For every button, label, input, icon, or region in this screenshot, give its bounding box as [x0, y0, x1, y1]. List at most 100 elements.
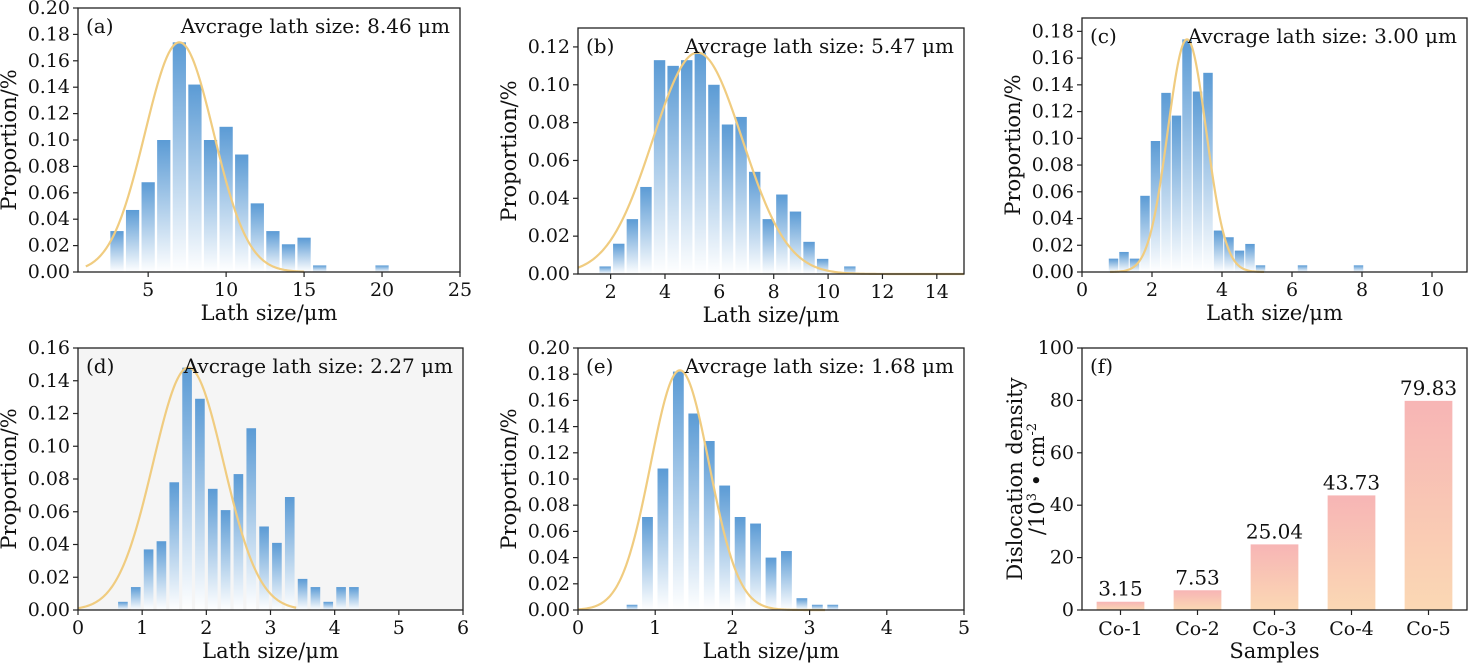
bar [207, 488, 218, 610]
x-tick-label: 15 [292, 279, 316, 301]
x-axis-label: Samples [1229, 639, 1319, 663]
bar [233, 474, 244, 610]
y-tick-label: 0.02 [528, 225, 570, 247]
x-tick-label: 10 [1420, 279, 1444, 301]
bar [789, 211, 802, 274]
bar [844, 266, 856, 274]
x-tick-label: 2 [1146, 279, 1158, 301]
gaussian-fit-curve [1109, 38, 1265, 274]
bar [613, 243, 625, 274]
value-label: 43.73 [1323, 470, 1380, 494]
bar [141, 182, 155, 272]
x-tick-label: 4 [329, 617, 341, 639]
x-tick-label: 6 [1286, 279, 1298, 301]
bar [1255, 265, 1266, 272]
bar [827, 604, 839, 610]
bar [1192, 91, 1203, 273]
x-tick-label: 10 [214, 279, 238, 301]
panel-f: 3.15 Co-1 7.53 Co-2 25.04 Co-3 43.73 Co-4 79.83 C… [1003, 337, 1468, 663]
x-tick-label: 5 [393, 617, 405, 639]
panel-label: (c) [1090, 24, 1117, 48]
y-axis-label: Proportion/% [497, 80, 521, 221]
bar [1234, 250, 1245, 272]
bar [284, 497, 295, 610]
x-tick-label: Co-1 [1098, 618, 1143, 640]
x-tick-label: Co-4 [1329, 618, 1374, 640]
panel-label: (d) [86, 354, 114, 378]
y-tick-label: 0.10 [1032, 127, 1074, 149]
x-tick-label: 2 [726, 617, 738, 639]
y-tick-label: 0.12 [28, 403, 70, 425]
y-tick-label: 0.06 [528, 520, 570, 542]
y-tick-label: 0.04 [28, 208, 70, 230]
panel-a: 5 10 15 20 25 Avcrage lath size: 8.46 μm 0.00 0… [0, 0, 472, 325]
bar-Co-2 [1173, 590, 1222, 610]
x-tick-label: 10 [816, 281, 840, 303]
bar [1203, 72, 1213, 273]
average-lath-size-label: Avcrage lath size: 2.27 μm [183, 354, 453, 378]
y-axis-label: Proportion/% [0, 69, 21, 210]
y-axis-label: Proportion/% [497, 408, 521, 549]
bar [1353, 265, 1364, 272]
x-tick-label: 3 [264, 617, 276, 639]
plot-frame [1081, 347, 1468, 611]
bar [688, 413, 700, 610]
plot-frame [77, 7, 461, 273]
x-tick-label: 8 [768, 281, 780, 303]
y-tick-label: 0.00 [528, 263, 570, 285]
plot-frame [1081, 17, 1468, 273]
average-lath-size-label: Avcrage lath size: 5.47 μm [684, 34, 954, 58]
x-tick-label: 4 [659, 281, 671, 303]
y-tick-label: 0.10 [528, 74, 570, 96]
x-tick-label: 1 [649, 617, 661, 639]
y-tick-label: 0.00 [1032, 261, 1074, 283]
x-tick-label: 0 [72, 617, 84, 639]
y-tick-label: 100 [1038, 337, 1074, 359]
bar [765, 557, 777, 610]
bar [143, 549, 154, 610]
x-tick-label: Co-5 [1406, 618, 1451, 640]
value-label: 7.53 [1175, 565, 1220, 589]
bar [626, 604, 638, 610]
x-tick-label: 2 [200, 617, 212, 639]
y-tick-label: 0.00 [28, 599, 70, 621]
y-tick-label: 0.12 [528, 36, 570, 58]
x-tick-label: 5 [958, 617, 970, 639]
bar [297, 578, 308, 610]
x-tick-label: Co-2 [1175, 618, 1220, 640]
y-tick-label: 0.18 [528, 363, 570, 385]
y-tick-label: 0.16 [528, 389, 570, 411]
y-tick-label: 0.10 [28, 129, 70, 151]
y-tick-label: 40 [1050, 494, 1074, 516]
bar [281, 244, 296, 272]
x-tick-label: 0 [572, 617, 584, 639]
bar [734, 516, 746, 610]
y-tick-label: 80 [1050, 389, 1074, 411]
x-tick-label: 14 [925, 281, 949, 303]
y-tick-label: 0.14 [28, 370, 70, 392]
bar [203, 140, 218, 272]
y-axis-label-part: • cm [1025, 436, 1049, 493]
panel-c: 0 2 4 6 8 10 Avcrage lath size: 3.00 μm 0.00 0.0… [1001, 17, 1468, 325]
y-axis-label: Proportion/% [0, 408, 21, 549]
bar [803, 241, 815, 274]
bar [110, 231, 124, 272]
x-tick-label: 3 [804, 617, 816, 639]
bar [748, 171, 761, 274]
bar [188, 84, 202, 272]
bar [640, 186, 652, 274]
bar [703, 441, 715, 610]
bar [219, 126, 233, 272]
panel-label: (a) [86, 14, 114, 38]
bar [297, 237, 311, 272]
y-tick-label: 0.16 [1032, 47, 1074, 69]
value-label: 25.04 [1246, 519, 1303, 543]
bar-Co-4 [1327, 495, 1376, 610]
x-tick-label: 4 [881, 617, 893, 639]
bar [220, 510, 231, 610]
y-axis-label-line1: Dislocation density [1003, 377, 1027, 580]
x-axis-label: Lath size/μm [1206, 301, 1343, 325]
bar [681, 60, 693, 274]
y-tick-label: 0.04 [528, 187, 570, 209]
